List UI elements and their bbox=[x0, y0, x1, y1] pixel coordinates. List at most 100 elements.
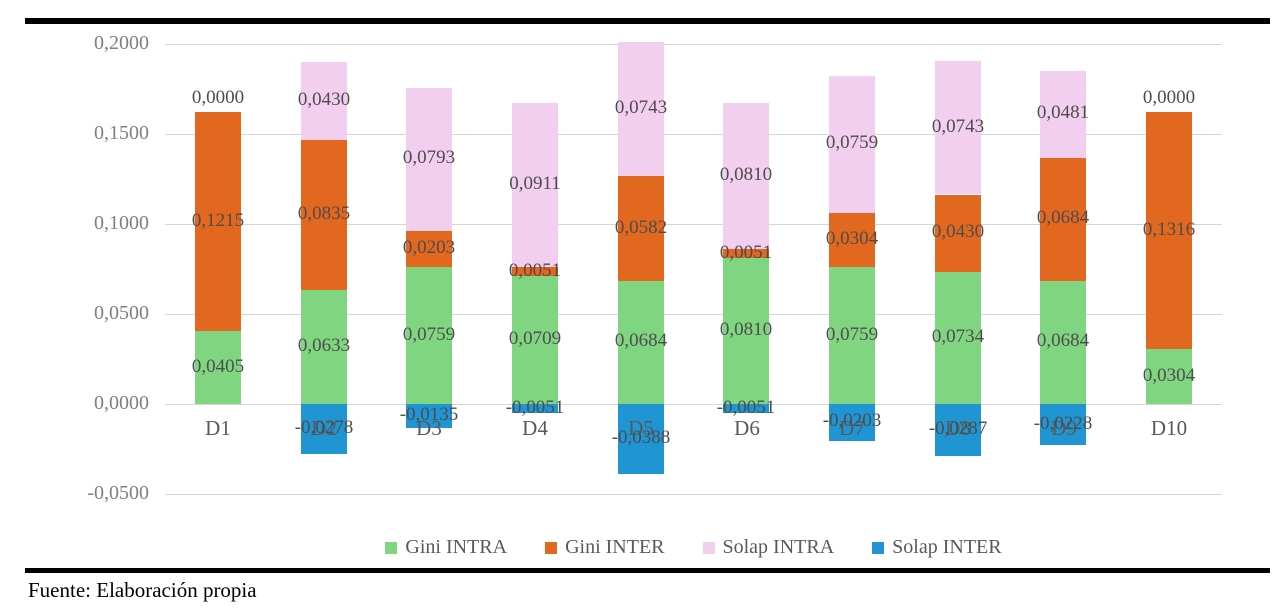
data-label: 0,0000 bbox=[191, 87, 245, 108]
bar-segment bbox=[1040, 404, 1086, 445]
bottom-border-rule bbox=[25, 568, 1270, 573]
category-label: D9 bbox=[1051, 416, 1077, 440]
data-label: -0,0135 bbox=[399, 404, 459, 425]
chart-legend: Gini INTRA Gini INTER Solap INTRA Solap INT… bbox=[165, 536, 1222, 559]
bar-segment bbox=[1040, 157, 1086, 281]
data-label: 0,0405 bbox=[191, 356, 245, 377]
data-label: 0,1316 bbox=[1142, 219, 1196, 240]
category-label: D4 bbox=[522, 416, 548, 440]
data-label: 0,0430 bbox=[297, 89, 351, 110]
bar-segment bbox=[406, 230, 452, 268]
bar-segment bbox=[301, 139, 347, 291]
data-label: 0,0481 bbox=[1036, 102, 1090, 123]
data-label: 0,0304 bbox=[825, 228, 879, 249]
y-tick-label: 0,0000 bbox=[94, 392, 149, 414]
data-label: -0,0287 bbox=[928, 418, 988, 439]
data-label: 0,0582 bbox=[614, 217, 668, 238]
bar-segment bbox=[935, 194, 981, 272]
data-label: 0,0684 bbox=[1036, 330, 1090, 351]
bar-segment bbox=[723, 249, 769, 259]
data-label: 0,0684 bbox=[1036, 207, 1090, 228]
legend-swatch-icon bbox=[385, 541, 398, 554]
category-label: D6 bbox=[734, 416, 760, 440]
data-label: 0,0759 bbox=[825, 324, 879, 345]
bar-segment bbox=[301, 290, 347, 404]
bar-segment bbox=[512, 404, 558, 414]
category-label: D1 bbox=[205, 416, 231, 440]
data-label: 0,0759 bbox=[825, 132, 879, 153]
bar-segment bbox=[195, 112, 241, 332]
bar-segment bbox=[935, 60, 981, 195]
y-tick-label: 0,1500 bbox=[94, 122, 149, 144]
legend-label: Solap INTRA bbox=[722, 536, 835, 558]
gridline bbox=[165, 224, 1222, 225]
bar-segment bbox=[618, 176, 664, 281]
bar-segment bbox=[1040, 71, 1086, 158]
bar-segment bbox=[723, 103, 769, 249]
y-tick-label: -0,0500 bbox=[87, 482, 149, 504]
bar-segment bbox=[935, 271, 981, 404]
legend-swatch-icon bbox=[872, 541, 885, 554]
data-label: -0,0228 bbox=[1033, 413, 1093, 434]
y-tick-label: 0,0500 bbox=[94, 302, 149, 324]
data-label: 0,0743 bbox=[614, 97, 668, 118]
data-label: 0,0633 bbox=[297, 335, 351, 356]
bar-segment bbox=[829, 404, 875, 441]
bar-segment bbox=[406, 267, 452, 404]
data-label: -0,0051 bbox=[505, 397, 565, 418]
data-label: 0,0810 bbox=[719, 164, 773, 185]
source-note: Fuente: Elaboración propia bbox=[28, 578, 257, 602]
gridline bbox=[165, 44, 1222, 45]
legend-label: Gini INTRA bbox=[405, 536, 508, 558]
bar-segment bbox=[301, 404, 347, 454]
gridline bbox=[165, 134, 1222, 135]
data-label: -0,0278 bbox=[294, 417, 354, 438]
data-label: 0,0835 bbox=[297, 203, 351, 224]
data-label: 0,0684 bbox=[614, 330, 668, 351]
legend-item: Solap INTER bbox=[872, 536, 1002, 559]
category-label: D7 bbox=[839, 416, 865, 440]
bar-segment bbox=[406, 404, 452, 429]
legend-item: Solap INTRA bbox=[702, 536, 835, 559]
legend-swatch-icon bbox=[702, 541, 715, 554]
bar-segment bbox=[406, 88, 452, 231]
data-label: 0,0304 bbox=[1142, 365, 1196, 386]
data-label: 0,1215 bbox=[191, 210, 245, 231]
legend-item: Gini INTRA bbox=[385, 536, 507, 559]
category-label: D10 bbox=[1150, 416, 1188, 440]
data-label: 0,0709 bbox=[508, 328, 562, 349]
top-border-rule bbox=[25, 18, 1270, 24]
legend-label: Gini INTER bbox=[565, 536, 665, 558]
category-label: D8 bbox=[945, 416, 971, 440]
bar-segment bbox=[512, 267, 558, 277]
data-label: -0,0388 bbox=[611, 427, 671, 448]
category-label: D2 bbox=[311, 416, 337, 440]
data-label: 0,0911 bbox=[509, 173, 561, 194]
data-label: 0,0810 bbox=[719, 319, 773, 340]
data-label: 0,0734 bbox=[931, 326, 985, 347]
gridline bbox=[165, 314, 1222, 315]
bar-segment bbox=[829, 76, 875, 213]
bar-segment bbox=[301, 62, 347, 140]
gridline bbox=[165, 494, 1222, 495]
bar-segment bbox=[618, 404, 664, 474]
bar-segment bbox=[618, 42, 664, 177]
y-tick-label: 0,1000 bbox=[94, 212, 149, 234]
data-label: -0,0203 bbox=[822, 410, 882, 431]
legend-swatch-icon bbox=[545, 541, 558, 554]
data-label: 0,0051 bbox=[508, 260, 562, 281]
bar-segment bbox=[935, 404, 981, 456]
data-label: 0,0793 bbox=[402, 147, 456, 168]
data-label: 0,0743 bbox=[931, 116, 985, 137]
legend-item: Gini INTER bbox=[545, 536, 665, 559]
legend-label: Solap INTER bbox=[892, 536, 1002, 558]
bar-segment bbox=[618, 280, 664, 404]
bar-segment bbox=[512, 276, 558, 404]
data-label: 0,0759 bbox=[402, 324, 456, 345]
data-label: 0,0203 bbox=[402, 237, 456, 258]
gridline bbox=[165, 404, 1222, 405]
data-label: 0,0051 bbox=[719, 242, 773, 263]
data-label: 0,0000 bbox=[1142, 87, 1196, 108]
